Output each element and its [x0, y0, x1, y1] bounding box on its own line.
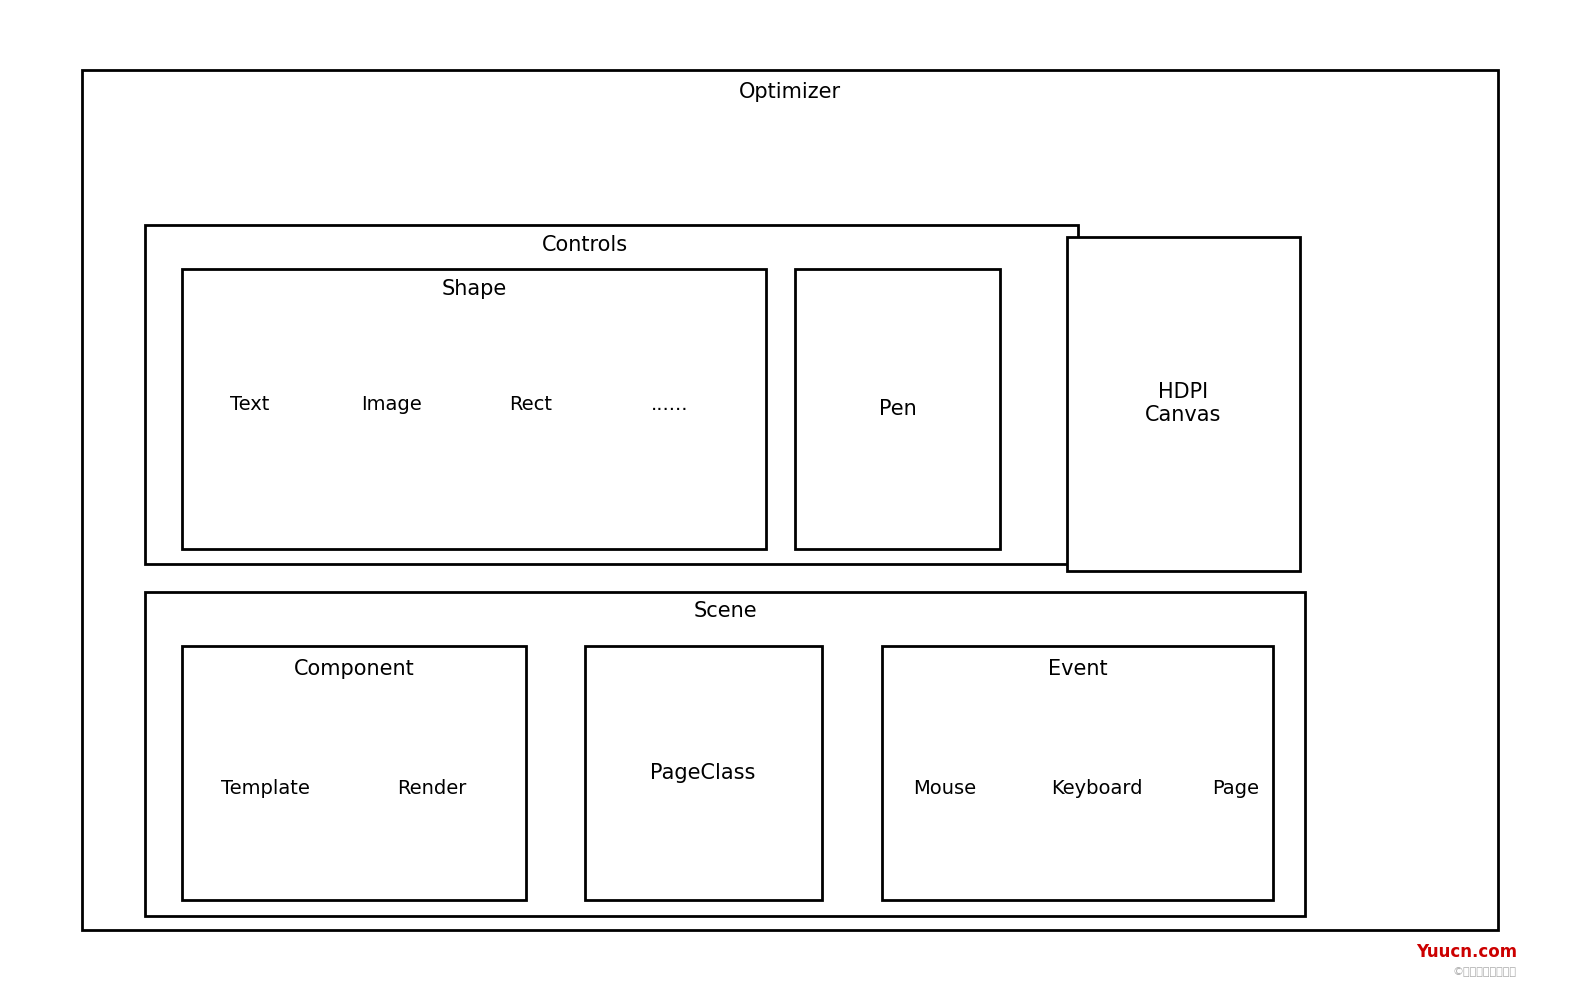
Text: Scene: Scene — [694, 601, 757, 621]
Text: Keyboard: Keyboard — [1051, 778, 1142, 798]
Bar — [1066, 237, 1300, 571]
Bar — [182, 646, 526, 900]
Text: Event: Event — [1048, 659, 1108, 679]
Text: ©稀土掘金技术社区: ©稀土掘金技术社区 — [1452, 967, 1517, 977]
Text: Shape: Shape — [441, 279, 507, 299]
Text: Rect: Rect — [509, 394, 553, 414]
Text: Text: Text — [231, 394, 269, 414]
Bar — [145, 592, 1305, 916]
Text: Controls: Controls — [542, 235, 627, 254]
Text: Template: Template — [221, 778, 310, 798]
Text: Pen: Pen — [878, 399, 916, 419]
Text: HDPI
Canvas: HDPI Canvas — [1146, 381, 1221, 425]
Text: Image: Image — [362, 394, 422, 414]
Text: Optimizer: Optimizer — [739, 82, 841, 102]
Bar — [82, 70, 1498, 930]
Bar — [795, 269, 1000, 549]
Text: Component: Component — [294, 659, 414, 679]
Bar — [182, 269, 766, 549]
Text: PageClass: PageClass — [651, 763, 755, 783]
Bar — [882, 646, 1273, 900]
Bar — [145, 225, 1078, 564]
Text: Render: Render — [397, 778, 466, 798]
Text: Yuucn.com: Yuucn.com — [1416, 943, 1517, 961]
Text: Page: Page — [1212, 778, 1259, 798]
Text: Mouse: Mouse — [913, 778, 976, 798]
Text: ......: ...... — [651, 394, 689, 414]
Bar — [585, 646, 822, 900]
